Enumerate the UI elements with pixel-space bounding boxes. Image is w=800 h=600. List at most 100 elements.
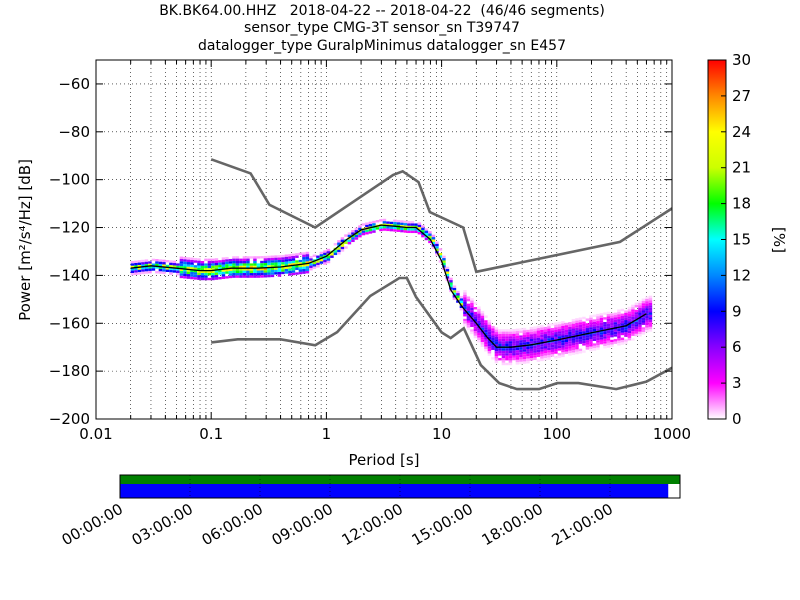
histogram-cell: [540, 334, 544, 338]
colorbar-tick-label: 12: [732, 266, 751, 284]
histogram-cell: [162, 259, 166, 263]
histogram-cell: [165, 269, 170, 273]
noise-models: [210, 158, 672, 391]
histogram-cell: [400, 227, 404, 230]
histogram-cell: [302, 271, 306, 274]
histogram-cell: [442, 258, 446, 261]
histogram-cell: [547, 333, 551, 336]
histogram-cell: [456, 290, 460, 294]
histogram-cell: [519, 354, 523, 358]
histogram-cell: [550, 342, 555, 345]
histogram-cell: [459, 296, 464, 299]
histogram-cell: [256, 270, 261, 274]
histogram-cell: [596, 342, 600, 346]
histogram-cell: [568, 341, 572, 344]
histogram-cell: [596, 325, 600, 329]
histogram-cell: [550, 354, 555, 357]
histogram-cell: [610, 334, 614, 338]
histogram-cell: [288, 266, 292, 269]
histogram-cell: [190, 257, 194, 261]
histogram-cell: [501, 360, 506, 363]
histogram-cell: [319, 258, 324, 262]
histogram-cell: [561, 340, 565, 343]
histogram-cell: [571, 350, 576, 353]
histogram-cell: [169, 260, 173, 263]
histogram-cell: [631, 304, 635, 308]
histogram-cell: [200, 261, 205, 264]
histogram-cell: [354, 237, 359, 240]
histogram-cell: [547, 331, 551, 334]
histogram-cell: [295, 262, 299, 266]
histogram-cell: [641, 320, 646, 323]
histogram-cell: [522, 359, 527, 362]
histogram-cell: [393, 229, 397, 232]
histogram-cell: [627, 335, 632, 338]
histogram-cell: [256, 263, 261, 266]
histogram-cell: [162, 264, 166, 267]
histogram-cell: [274, 262, 278, 265]
histogram-cell: [449, 277, 453, 281]
histogram-cell: [645, 325, 649, 328]
histogram-cell: [316, 260, 320, 263]
histogram-cell: [596, 316, 600, 319]
histogram-cell: [414, 223, 418, 226]
timeline-tick-label: 12:00:00: [339, 500, 406, 549]
histogram-cell: [596, 345, 600, 348]
colorbar-tick-label: 18: [732, 195, 751, 213]
histogram-cell: [466, 322, 471, 326]
histogram-cell: [239, 258, 243, 262]
histogram-cell: [200, 273, 205, 276]
histogram-cell: [526, 361, 530, 364]
histogram-cell: [267, 262, 271, 266]
histogram-cell: [533, 352, 537, 356]
histogram-cell: [347, 234, 352, 238]
histogram-cell: [277, 259, 282, 263]
histogram-cell: [585, 328, 590, 331]
histogram-cell: [508, 338, 513, 342]
histogram-cell: [585, 330, 590, 333]
histogram-cell: [137, 272, 142, 275]
histogram-cell: [197, 275, 201, 278]
histogram-cell: [571, 340, 576, 343]
histogram-cell: [382, 218, 387, 222]
histogram-cell: [365, 232, 369, 235]
histogram-cell: [550, 349, 555, 352]
histogram-cell: [466, 296, 471, 299]
histogram-cell: [624, 341, 628, 345]
histogram-cell: [228, 261, 233, 264]
histogram-cell: [547, 345, 551, 348]
histogram-cell: [179, 261, 184, 264]
histogram-cell: [606, 342, 611, 346]
histogram-cell: [648, 322, 653, 325]
histogram-cell: [613, 319, 618, 323]
histogram-cell: [466, 308, 471, 311]
histogram-cell: [585, 344, 590, 348]
histogram-cell: [179, 256, 184, 259]
histogram-cell: [424, 228, 429, 231]
histogram-cell: [193, 277, 198, 280]
histogram-cell: [564, 351, 569, 354]
histogram-cell: [144, 266, 149, 269]
histogram-cell: [463, 318, 467, 322]
histogram-cell: [148, 266, 152, 269]
histogram-cell: [438, 255, 443, 258]
histogram-cell: [403, 223, 408, 226]
histogram-cell: [498, 343, 502, 346]
histogram-cell: [344, 234, 348, 237]
histogram-cell: [253, 273, 257, 276]
histogram-cell: [533, 357, 537, 361]
histogram-cell: [631, 309, 635, 312]
histogram-cell: [197, 272, 201, 276]
histogram-cell: [610, 313, 614, 316]
histogram-cell: [554, 322, 558, 325]
histogram-cell: [151, 263, 156, 266]
histogram-cell: [183, 264, 187, 267]
histogram-cell: [480, 342, 485, 345]
histogram-cell: [648, 307, 653, 311]
histogram-cell: [554, 344, 558, 347]
histogram-cell: [179, 270, 184, 274]
histogram-cell: [526, 358, 530, 362]
histogram-cell: [228, 268, 233, 271]
histogram-cell: [228, 258, 233, 262]
histogram-cell: [470, 329, 474, 332]
